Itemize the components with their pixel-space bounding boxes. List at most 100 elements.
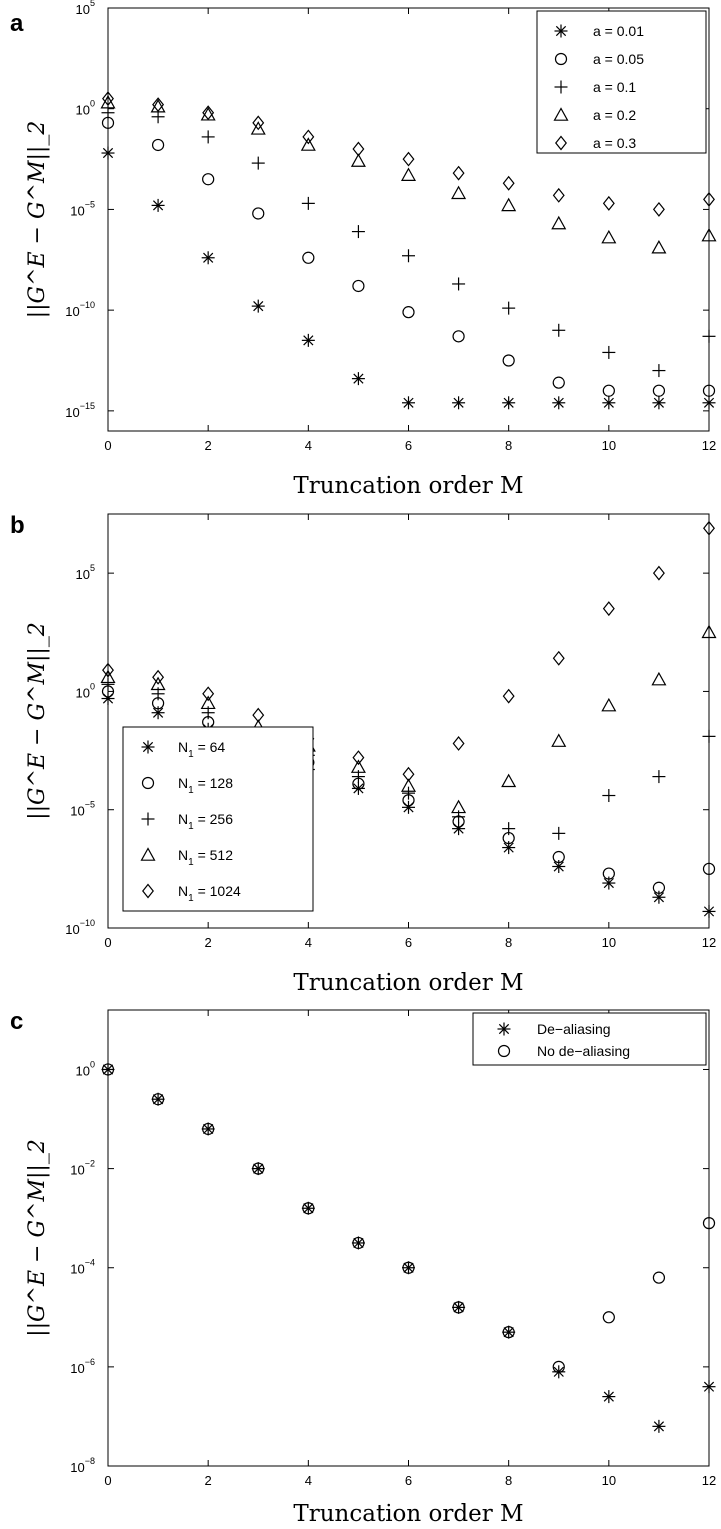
data-point [201, 130, 215, 144]
star-d2 [253, 301, 264, 312]
star-d2 [403, 1262, 414, 1273]
circle-marker [552, 850, 565, 864]
data-point [301, 196, 315, 210]
data-point [602, 1311, 615, 1324]
ytick-exponent: 0 [90, 99, 95, 109]
star-d2 [503, 1327, 514, 1338]
data-point [200, 695, 216, 710]
xtick-label: 12 [702, 438, 716, 453]
legend-marker [555, 135, 567, 151]
legend-marker [142, 883, 154, 899]
diamond-marker [502, 175, 515, 191]
ytick-base: 10 [76, 103, 90, 118]
star-d2 [152, 200, 164, 211]
data-point [352, 750, 365, 766]
data-point [151, 706, 165, 720]
ytick-exponent: −2 [85, 1159, 95, 1169]
ytick-base: 10 [65, 922, 79, 937]
legend-label-value: = 128 [194, 775, 234, 791]
data-point [251, 1162, 265, 1176]
ytick-exponent: −4 [85, 1258, 95, 1268]
xtick-label: 4 [305, 935, 312, 950]
legend-label: N1 = 256 [178, 811, 233, 832]
legend-marker [141, 812, 155, 826]
data-point [601, 229, 617, 244]
legend-label: N1 = 64 [178, 739, 225, 760]
ytick-label: 100 [76, 681, 95, 700]
data-point [702, 396, 716, 410]
diamond-marker [602, 195, 615, 211]
data-point [101, 1063, 115, 1076]
data-point [702, 862, 716, 875]
circle-marker [402, 1261, 415, 1274]
xtick-label: 6 [405, 438, 412, 453]
xtick-label: 2 [205, 438, 212, 453]
ytick-exponent: −10 [80, 300, 95, 310]
star-d2 [503, 397, 514, 408]
star-d2 [303, 1203, 314, 1214]
data-point [402, 396, 415, 410]
data-point [701, 624, 717, 639]
diamond-marker [102, 91, 114, 107]
diamond-marker [252, 707, 265, 723]
data-point [652, 201, 665, 217]
triangle-marker [300, 137, 316, 151]
xtick-label: 4 [305, 1473, 312, 1488]
circle-marker [252, 1162, 265, 1175]
ytick-exponent: −10 [80, 918, 95, 928]
data-point [202, 686, 215, 702]
circle-marker [202, 173, 215, 186]
circle-marker [554, 52, 568, 66]
xtick-label: 6 [405, 935, 412, 950]
ytick-base: 10 [76, 2, 90, 17]
data-point [302, 129, 315, 145]
star-d2 [703, 1381, 715, 1392]
data-point [452, 165, 465, 181]
legend-marker [497, 1022, 511, 1036]
circle-marker [151, 138, 165, 152]
diamond-marker [152, 669, 165, 685]
star-d2 [253, 1163, 264, 1174]
data-point [351, 781, 365, 795]
xtick-label: 8 [505, 935, 512, 950]
xtick-label: 2 [205, 935, 212, 950]
data-point [552, 187, 565, 203]
data-point [352, 1236, 365, 1250]
ytick-exponent: 0 [90, 681, 95, 691]
legend-label: a = 0.1 [593, 79, 636, 95]
legend-label-subscript: 1 [188, 857, 194, 868]
panel-letter: c [10, 1008, 23, 1035]
data-point [202, 173, 215, 186]
data-point [351, 1236, 365, 1250]
ytick-label: 100 [76, 99, 95, 118]
xtick-label: 4 [305, 438, 312, 453]
xtick-label: 0 [104, 1473, 111, 1488]
data-point [301, 1201, 315, 1215]
data-point [201, 251, 215, 265]
ytick-label: 10−2 [70, 1159, 95, 1178]
xtick-label: 2 [205, 1473, 212, 1488]
ytick-label: 105 [76, 0, 95, 17]
data-point [402, 151, 415, 167]
data-point [302, 251, 315, 264]
diamond-marker [703, 191, 715, 207]
plot-frame [107, 1009, 710, 1467]
data-point [101, 1062, 115, 1076]
data-point [602, 384, 615, 397]
data-point [602, 867, 615, 880]
star-d2 [453, 397, 464, 408]
series-diamond [102, 91, 715, 217]
data-point [602, 345, 616, 359]
star-d2 [653, 397, 665, 408]
legend-marker [554, 80, 568, 94]
diamond-marker [703, 520, 715, 536]
data-point [400, 167, 417, 181]
triangle-marker [651, 671, 667, 686]
ytick-base: 10 [70, 1460, 84, 1475]
ytick-label: 10−6 [70, 1357, 95, 1376]
data-point [100, 669, 116, 684]
diamond-marker [352, 750, 365, 766]
star-d2 [603, 397, 614, 408]
ytick-base: 10 [76, 567, 90, 582]
ytick-label: 100 [76, 1059, 95, 1078]
